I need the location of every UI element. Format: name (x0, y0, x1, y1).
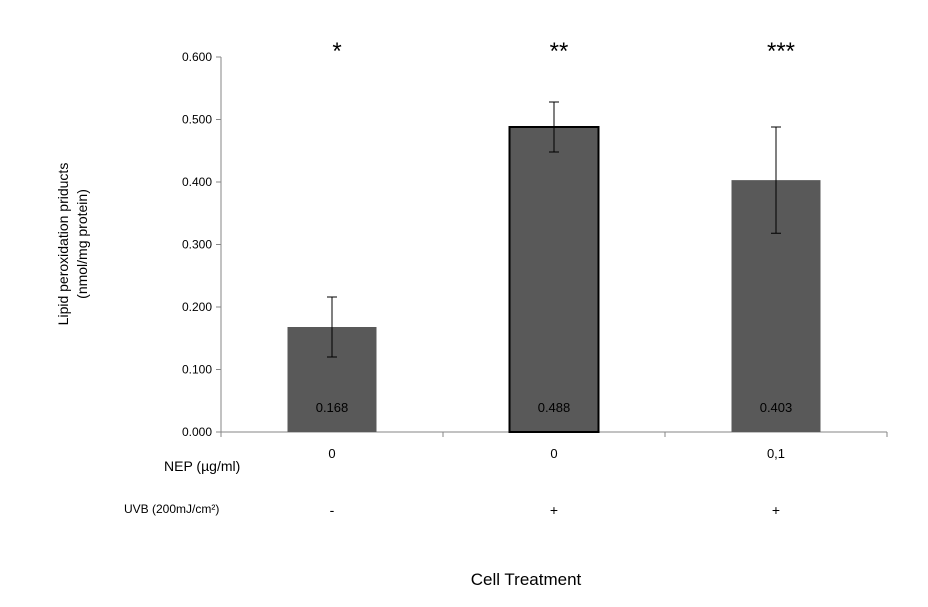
x-tick-label: 0 (328, 446, 335, 461)
data-label: 0.488 (538, 400, 571, 415)
x-tick-label: 0,1 (767, 446, 785, 461)
y-tick-label: 0.300 (182, 238, 212, 252)
y-axis-title-line2: (nmol/mg protein) (74, 189, 90, 299)
y-tick-label: 0.500 (182, 113, 212, 127)
x-tick-label: 0 (550, 446, 557, 461)
row-label-nep: NEP (µg/ml) (164, 458, 240, 474)
y-tick-label: 0.600 (182, 50, 212, 64)
uvb-row-value: + (772, 502, 780, 518)
y-tick-label: 0.200 (182, 300, 212, 314)
y-axis-title-line1: Lipid peroxidation priducts (55, 163, 71, 326)
y-tick-label: 0.400 (182, 175, 212, 189)
uvb-row-value: - (330, 502, 335, 518)
y-tick-label: 0.100 (182, 363, 212, 377)
uvb-row-value: + (550, 502, 558, 518)
data-label: 0.403 (760, 400, 793, 415)
significance-marker: *** (767, 38, 795, 65)
data-label: 0.168 (316, 400, 349, 415)
bars-layer (287, 101, 821, 433)
significance-marker: * (332, 38, 341, 65)
bar (508, 126, 600, 433)
significance-marker: ** (550, 38, 569, 65)
y-tick-label: 0.000 (182, 425, 212, 439)
row-label-uvb: UVB (200mJ/cm²) (124, 502, 219, 516)
x-axis-title: Cell Treatment (471, 570, 582, 589)
labels-layer: 0.000 0.100 0.200 0.300 0.400 0.500 0.600 0.168… (182, 38, 795, 518)
